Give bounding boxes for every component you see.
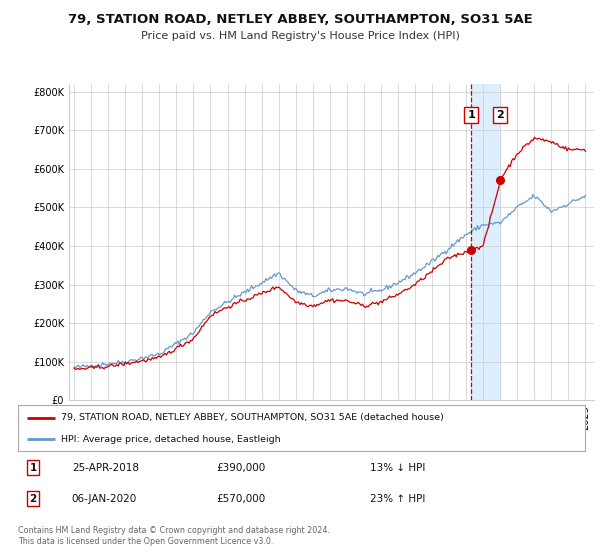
Text: £390,000: £390,000 [217,463,266,473]
Text: 79, STATION ROAD, NETLEY ABBEY, SOUTHAMPTON, SO31 5AE (detached house): 79, STATION ROAD, NETLEY ABBEY, SOUTHAMP… [61,413,443,422]
Text: 1: 1 [467,110,475,120]
Text: 79, STATION ROAD, NETLEY ABBEY, SOUTHAMPTON, SO31 5AE: 79, STATION ROAD, NETLEY ABBEY, SOUTHAMP… [68,13,532,26]
Text: 13% ↓ HPI: 13% ↓ HPI [370,463,425,473]
Text: 06-JAN-2020: 06-JAN-2020 [72,494,137,503]
Text: Contains HM Land Registry data © Crown copyright and database right 2024.
This d: Contains HM Land Registry data © Crown c… [18,526,330,546]
Text: Price paid vs. HM Land Registry's House Price Index (HPI): Price paid vs. HM Land Registry's House … [140,31,460,41]
Text: 1: 1 [29,463,37,473]
Text: £570,000: £570,000 [217,494,266,503]
Text: 2: 2 [497,110,504,120]
Text: 25-APR-2018: 25-APR-2018 [72,463,139,473]
Text: 2: 2 [29,494,37,503]
Text: 23% ↑ HPI: 23% ↑ HPI [370,494,425,503]
Text: HPI: Average price, detached house, Eastleigh: HPI: Average price, detached house, East… [61,435,280,444]
Bar [472,84,500,400]
